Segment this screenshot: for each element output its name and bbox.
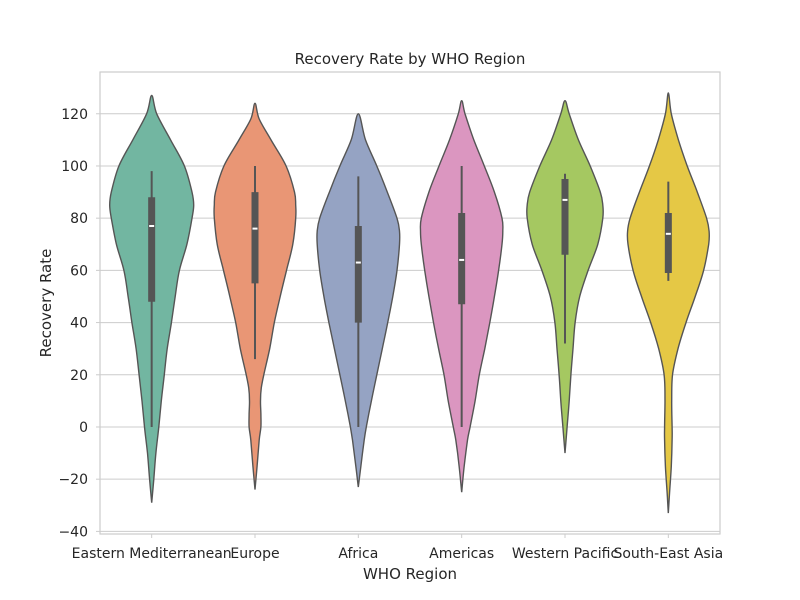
- y-tick-label: 0: [79, 420, 88, 436]
- y-tick-label: −40: [58, 524, 88, 540]
- x-tick-label: Africa: [338, 546, 378, 562]
- y-tick-label: 20: [70, 368, 88, 384]
- x-axis-title: WHO Region: [363, 565, 457, 583]
- y-tick-label: 80: [70, 211, 88, 227]
- y-tick-label: 100: [61, 159, 88, 175]
- y-axis-title: Recovery Rate: [37, 249, 55, 358]
- violin-body: [626, 92, 711, 514]
- x-tick-label: Americas: [429, 546, 494, 562]
- y-tick-label: −20: [58, 472, 88, 488]
- violins: [108, 92, 711, 514]
- x-tick-label: Europe: [230, 546, 279, 562]
- plot-frame: [99, 71, 721, 535]
- x-tick-label: Western Pacific: [512, 546, 618, 562]
- y-tick-label: 60: [70, 263, 88, 279]
- x-tick-label: South-East Asia: [613, 546, 723, 562]
- x-tick-label: Eastern Mediterranean: [72, 546, 232, 562]
- y-tick-label: 120: [61, 107, 88, 123]
- y-tick-label: 40: [70, 316, 88, 332]
- y-axis-ticks: −40 −20 0 20 40 60 80 100 120: [58, 107, 100, 540]
- grid-lines: [100, 113, 720, 532]
- chart-title: Recovery Rate by WHO Region: [295, 50, 526, 68]
